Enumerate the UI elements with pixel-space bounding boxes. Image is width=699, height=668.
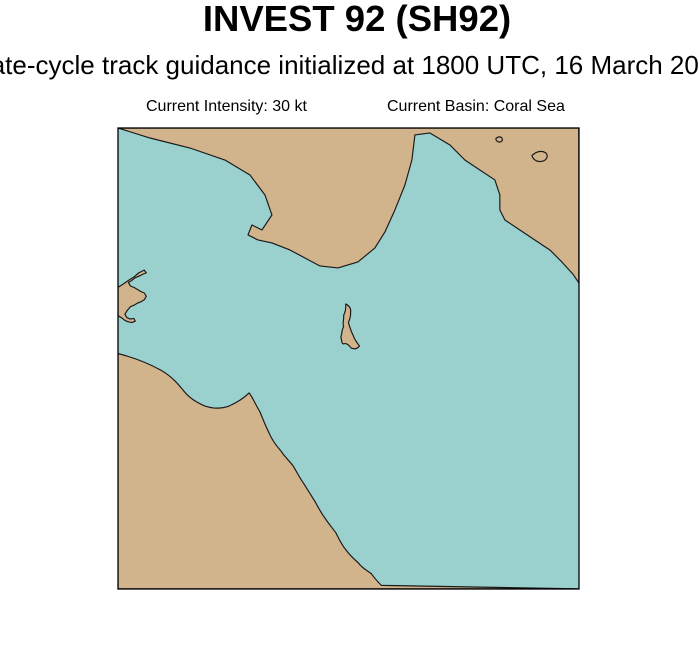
svg-text:Current Basin: Coral Sea: Current Basin: Coral Sea xyxy=(387,98,565,115)
svg-text:Late-cycle track guidance init: Late-cycle track guidance initialized at… xyxy=(0,50,699,80)
svg-text:Current Intensity: 30 kt: Current Intensity: 30 kt xyxy=(146,98,308,115)
svg-text:INVEST 92 (SH92): INVEST 92 (SH92) xyxy=(203,0,511,39)
